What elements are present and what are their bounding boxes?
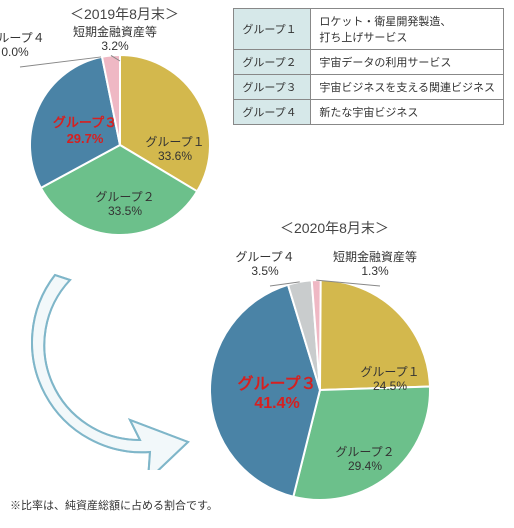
slice-pct: 0.0%	[0, 45, 60, 59]
slice-pct: 29.7%	[40, 131, 130, 147]
slice-name: グループ２	[80, 190, 170, 204]
pie-chart-2019: グループ１33.6%グループ２33.5%グループ３29.7%グループ４0.0%短…	[10, 30, 230, 250]
slice-pct: 29.4%	[320, 459, 410, 473]
slice-label: グループ２29.4%	[320, 445, 410, 474]
slice-pct: 1.3%	[330, 264, 420, 278]
slice-name: グループ４	[220, 250, 310, 264]
footnote-text: ※比率は、純資産総額に占める割合です。	[10, 497, 218, 513]
slice-name: グループ２	[320, 445, 410, 459]
slice-pct: 33.5%	[80, 204, 170, 218]
chart2-title: ＜2020年8月末＞	[280, 218, 389, 238]
slice-label: グループ３41.4%	[232, 375, 322, 413]
slice-name: グループ３	[232, 375, 322, 394]
slice-pct: 24.5%	[345, 379, 435, 393]
legend-desc: ロケット・衛星開発製造、 打ち上げサービス	[311, 9, 504, 50]
slice-name: 短期金融資産等	[330, 250, 420, 264]
slice-label: グループ２33.5%	[80, 190, 170, 219]
legend-row: グループ４新たな宇宙ビジネス	[234, 100, 504, 125]
legend-key: グループ３	[234, 75, 311, 100]
slice-pct: 41.4%	[232, 394, 322, 413]
legend-key: グループ４	[234, 100, 311, 125]
legend-table: グループ１ロケット・衛星開発製造、 打ち上げサービス グループ２宇宙データの利用…	[233, 8, 504, 125]
slice-pct: 3.5%	[220, 264, 310, 278]
legend-key: グループ１	[234, 9, 311, 50]
chart1-title: ＜2019年8月末＞	[70, 4, 179, 24]
slice-name: グループ４	[0, 31, 60, 45]
slice-label: グループ３29.7%	[40, 115, 130, 146]
slice-name: グループ３	[40, 115, 130, 131]
slice-label: グループ４3.5%	[220, 250, 310, 279]
legend-row: グループ３宇宙ビジネスを支える関連ビジネス	[234, 75, 504, 100]
slice-label: 短期金融資産等3.2%	[70, 25, 160, 54]
legend-key: グループ２	[234, 50, 311, 75]
slice-name: グループ１	[130, 135, 220, 149]
arrow-icon	[10, 270, 200, 470]
slice-label: グループ１33.6%	[130, 135, 220, 164]
slice-name: 短期金融資産等	[70, 25, 160, 39]
slice-pct: 33.6%	[130, 149, 220, 163]
slice-name: グループ１	[345, 365, 435, 379]
legend-row: グループ２宇宙データの利用サービス	[234, 50, 504, 75]
slice-label: 短期金融資産等1.3%	[330, 250, 420, 279]
slice-pct: 3.2%	[70, 39, 160, 53]
slice-label: グループ１24.5%	[345, 365, 435, 394]
legend-desc: 宇宙ビジネスを支える関連ビジネス	[311, 75, 504, 100]
legend-row: グループ１ロケット・衛星開発製造、 打ち上げサービス	[234, 9, 504, 50]
pie-chart-2020: グループ１24.5% グループ２29.4% グループ３41.4% グループ４3.5% 短…	[180, 245, 460, 525]
slice-label: グループ４0.0%	[0, 31, 60, 60]
legend-desc: 宇宙データの利用サービス	[311, 50, 504, 75]
legend-desc: 新たな宇宙ビジネス	[311, 100, 504, 125]
